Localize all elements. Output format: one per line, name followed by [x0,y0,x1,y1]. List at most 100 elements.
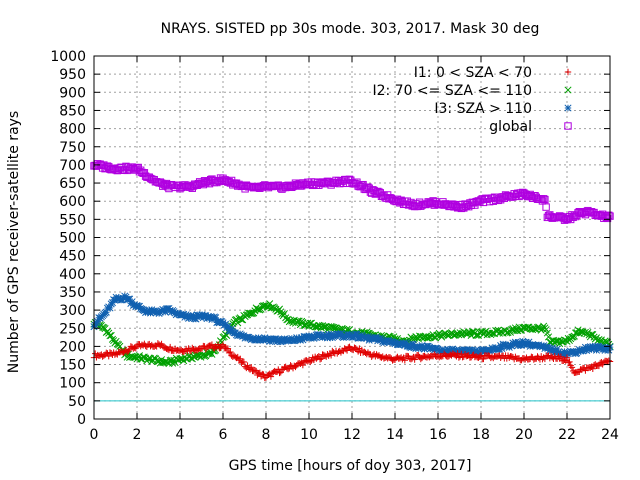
y-tick-label: 250 [59,321,86,337]
data-point-i1 [224,345,232,352]
data-point-i1 [284,365,292,373]
data-point-i3 [202,312,210,320]
data-point-i3 [377,335,386,344]
legend-label-i3: I3: SZA > 110 [434,101,532,117]
y-tick-label: 50 [68,394,86,410]
y-tick-label: 450 [59,249,86,265]
x-tick-label: 14 [386,427,404,443]
y-tick-label: 950 [59,67,86,83]
x-tick-label: 0 [90,427,99,443]
data-point-i3 [479,345,488,353]
data-point-i2 [440,330,448,338]
data-point-i3 [183,312,191,320]
data-point-i1 [568,364,576,371]
data-point-i1 [276,369,283,377]
y-tick-label: 550 [59,212,86,228]
legend-label-i1: I1: 0 < SZA < 70 [414,65,532,81]
data-point-i3 [495,345,503,353]
data-point-i2 [543,329,551,337]
data-point-i3 [443,348,451,356]
data-point-i3 [357,334,365,342]
data-point-i3 [353,330,361,338]
axis-ticks: 0 2 4 6 8 10 12 14 16 18 20 22 240501001502002503003… [50,49,619,443]
data-point-i3 [418,342,426,350]
data-point-i1 [307,358,314,366]
y-tick-label: 700 [59,158,86,174]
y-tick-label: 0 [77,412,86,428]
data-point-i3 [255,334,263,342]
data-point-i3 [430,346,438,354]
legend-marker-i3 [564,104,572,112]
data-point-i3 [322,331,330,339]
legend-marker-i2 [564,86,572,94]
series-global [90,160,614,224]
data-point-global [605,211,613,220]
data-point-i3 [402,339,410,347]
x-tick-label: 24 [601,427,619,443]
data-point-i1 [595,362,603,370]
y-tick-label: 800 [59,122,86,138]
data-point-i1 [480,355,487,363]
series-i1 [90,340,614,382]
data-point-i3 [559,350,567,358]
data-point-i3 [416,343,424,351]
data-point-i2 [564,334,572,343]
legend-label-global: global [489,119,532,135]
data-point-i1 [259,370,266,378]
data-point-i3 [165,304,173,313]
data-point-i3 [517,341,526,349]
data-point-i3 [192,315,200,323]
x-tick-label: 10 [300,427,318,443]
data-point-i1 [166,343,174,351]
data-point-i3 [161,308,169,316]
series-i3 [90,292,614,359]
data-point-i1 [566,358,573,366]
data-point-i3 [144,308,152,316]
data-point-i3 [240,332,248,340]
data-point-i3 [462,346,470,355]
data-point-i3 [143,307,151,315]
data-point-i3 [580,346,588,354]
data-point-i3 [106,304,114,312]
data-point-i3 [373,334,381,342]
data-point-i3 [588,346,596,354]
data-point-i3 [560,348,569,356]
legend-label-i2: I2: 70 <= SZA <= 110 [372,83,532,99]
data-point-i2 [107,331,115,339]
legend-marker-i1 [564,68,572,76]
data-point-i3 [129,301,137,309]
data-point-i3 [228,325,236,333]
data-point-i1 [219,341,227,348]
data-point-i1 [589,365,596,372]
x-tick-label: 6 [219,427,228,443]
data-point-i1 [251,367,259,374]
data-point-i3 [140,307,148,315]
y-tick-label: 300 [59,303,86,319]
y-tick-label: 400 [59,267,86,283]
data-point-i1 [563,354,571,361]
x-tick-label: 20 [515,427,533,443]
data-point-i3 [401,341,409,350]
data-point-global [541,195,549,204]
data-point-i3 [207,313,215,321]
data-point-i2 [488,329,496,338]
data-point-i2 [176,355,184,363]
data-point-i3 [119,294,128,302]
data-point-i3 [408,340,416,348]
x-tick-label: 2 [133,427,142,443]
data-point-i3 [94,318,102,326]
data-point-i3 [189,312,198,320]
data-point-i1 [299,361,307,369]
x-tick-label: 4 [176,427,185,443]
data-point-i3 [545,344,553,352]
data-point-i3 [203,315,211,323]
x-tick-label: 12 [343,427,361,443]
data-point-i3 [181,313,189,321]
data-point-global [539,195,548,203]
data-point-i1 [565,359,572,366]
legend: I1: 0 < SZA < 70 I2: 70 <= SZA <= 110 I3: … [372,65,572,135]
data-point-i3 [409,340,417,348]
x-axis-label: GPS time [hours of doy 303, 2017] [229,458,472,474]
chart-title: NRAYS. SISTED pp 30s mode. 303, 2017. Ma… [161,21,540,37]
